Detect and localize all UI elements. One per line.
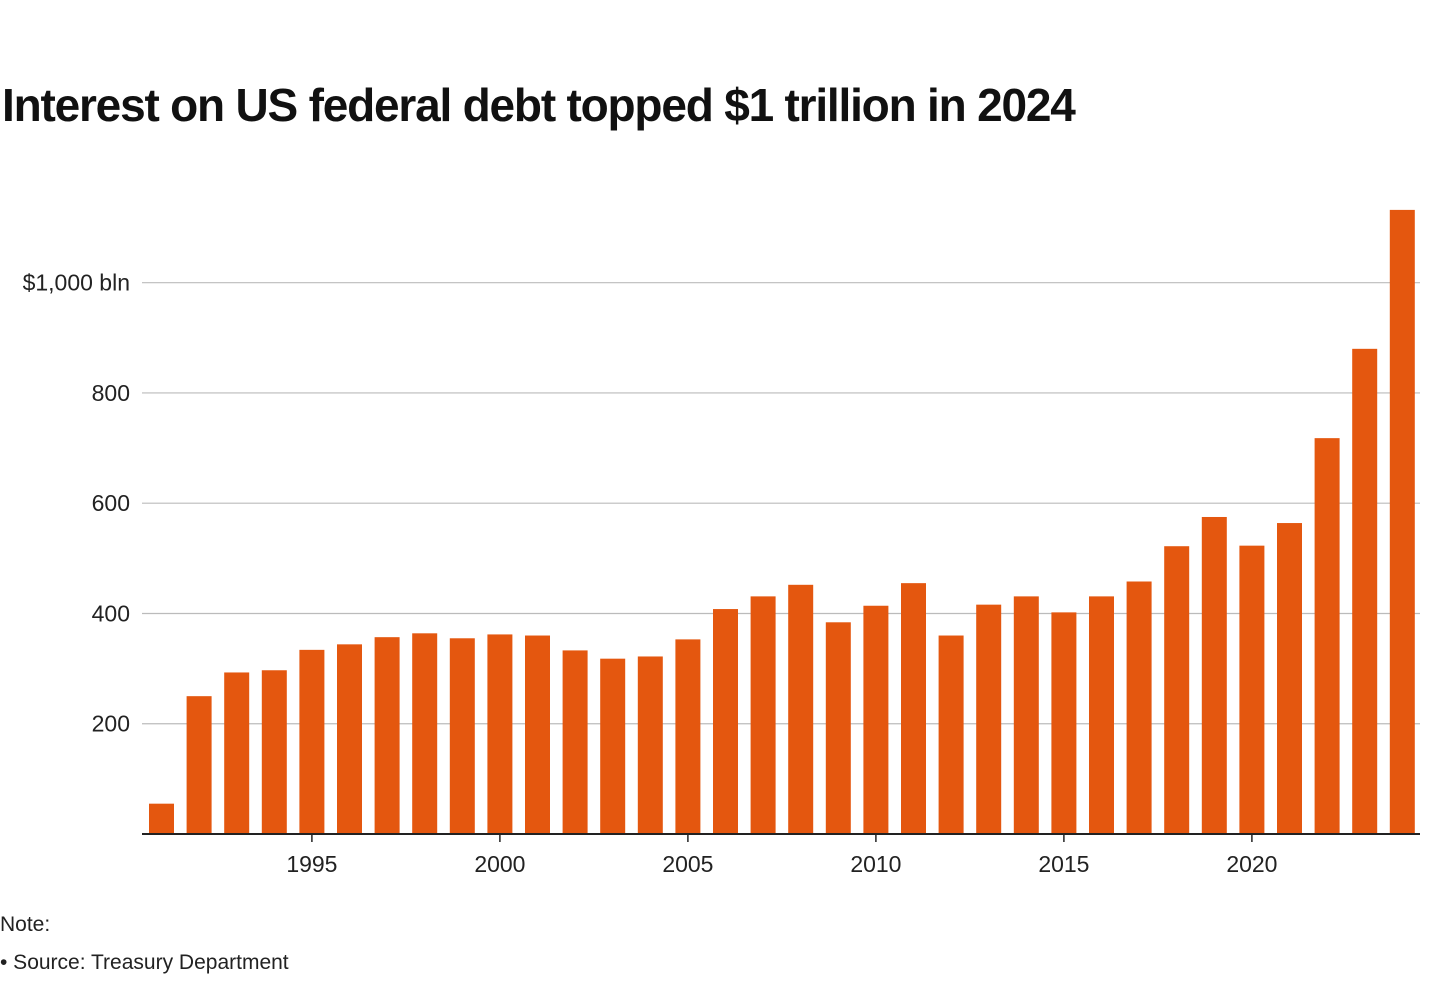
y-tick-label: $1,000 bln	[23, 270, 130, 296]
bar-2010	[863, 605, 889, 834]
source-text: • Source: Treasury Department	[0, 951, 289, 974]
bar-2014	[1013, 596, 1039, 834]
note-label: Note:	[0, 913, 51, 936]
bar-2005	[675, 639, 701, 834]
y-tick-label: 200	[92, 711, 130, 737]
bar-2022	[1314, 438, 1340, 834]
bar-1998	[412, 633, 438, 834]
bar-2004	[637, 656, 663, 834]
x-tick-label: 2005	[662, 851, 713, 877]
bar-1992	[186, 696, 212, 834]
bar-2002	[562, 650, 588, 834]
y-tick-label: 400	[92, 600, 130, 626]
bar-1997	[374, 637, 400, 834]
bar-2009	[825, 622, 851, 834]
bar-2024	[1389, 209, 1415, 834]
x-tick-label: 2000	[474, 851, 525, 877]
bar-2023	[1352, 348, 1378, 834]
bar-2018	[1164, 546, 1190, 834]
y-tick-label: 800	[92, 380, 130, 406]
x-tick-label: 1995	[286, 851, 337, 877]
x-tick-label: 2010	[850, 851, 901, 877]
axes: 200 400 600 800 $1,000 bln 1995 2000 2005 2010 20…	[23, 270, 1420, 877]
bar-2020	[1239, 545, 1265, 834]
y-tick-label: 600	[92, 490, 130, 516]
bar-2011	[901, 583, 926, 834]
bar-2021	[1277, 523, 1302, 834]
bar-1993	[224, 672, 250, 834]
x-tick-label: 2015	[1038, 851, 1089, 877]
bar-1995	[299, 649, 325, 834]
bar-1994	[261, 670, 287, 834]
bar-2003	[600, 658, 626, 834]
bar-2015	[1051, 612, 1077, 834]
bar-2013	[976, 604, 1002, 834]
x-tick-label: 2020	[1226, 851, 1277, 877]
bar-2012	[938, 635, 964, 834]
bar-2000	[487, 634, 513, 834]
bar-1996	[337, 644, 362, 834]
bar-2001	[525, 635, 550, 834]
bar-1991	[149, 803, 174, 834]
bar-2006	[713, 609, 738, 834]
gridlines	[142, 282, 1420, 725]
chart-title: Interest on US federal debt topped $1 tr…	[2, 79, 1076, 131]
bar-1999	[449, 638, 475, 834]
bars	[149, 209, 1415, 834]
bar-2019	[1201, 516, 1227, 834]
bar-2017	[1126, 581, 1152, 834]
bar-2016	[1089, 596, 1114, 834]
bar-2007	[750, 596, 776, 834]
bar-2008	[788, 584, 814, 834]
